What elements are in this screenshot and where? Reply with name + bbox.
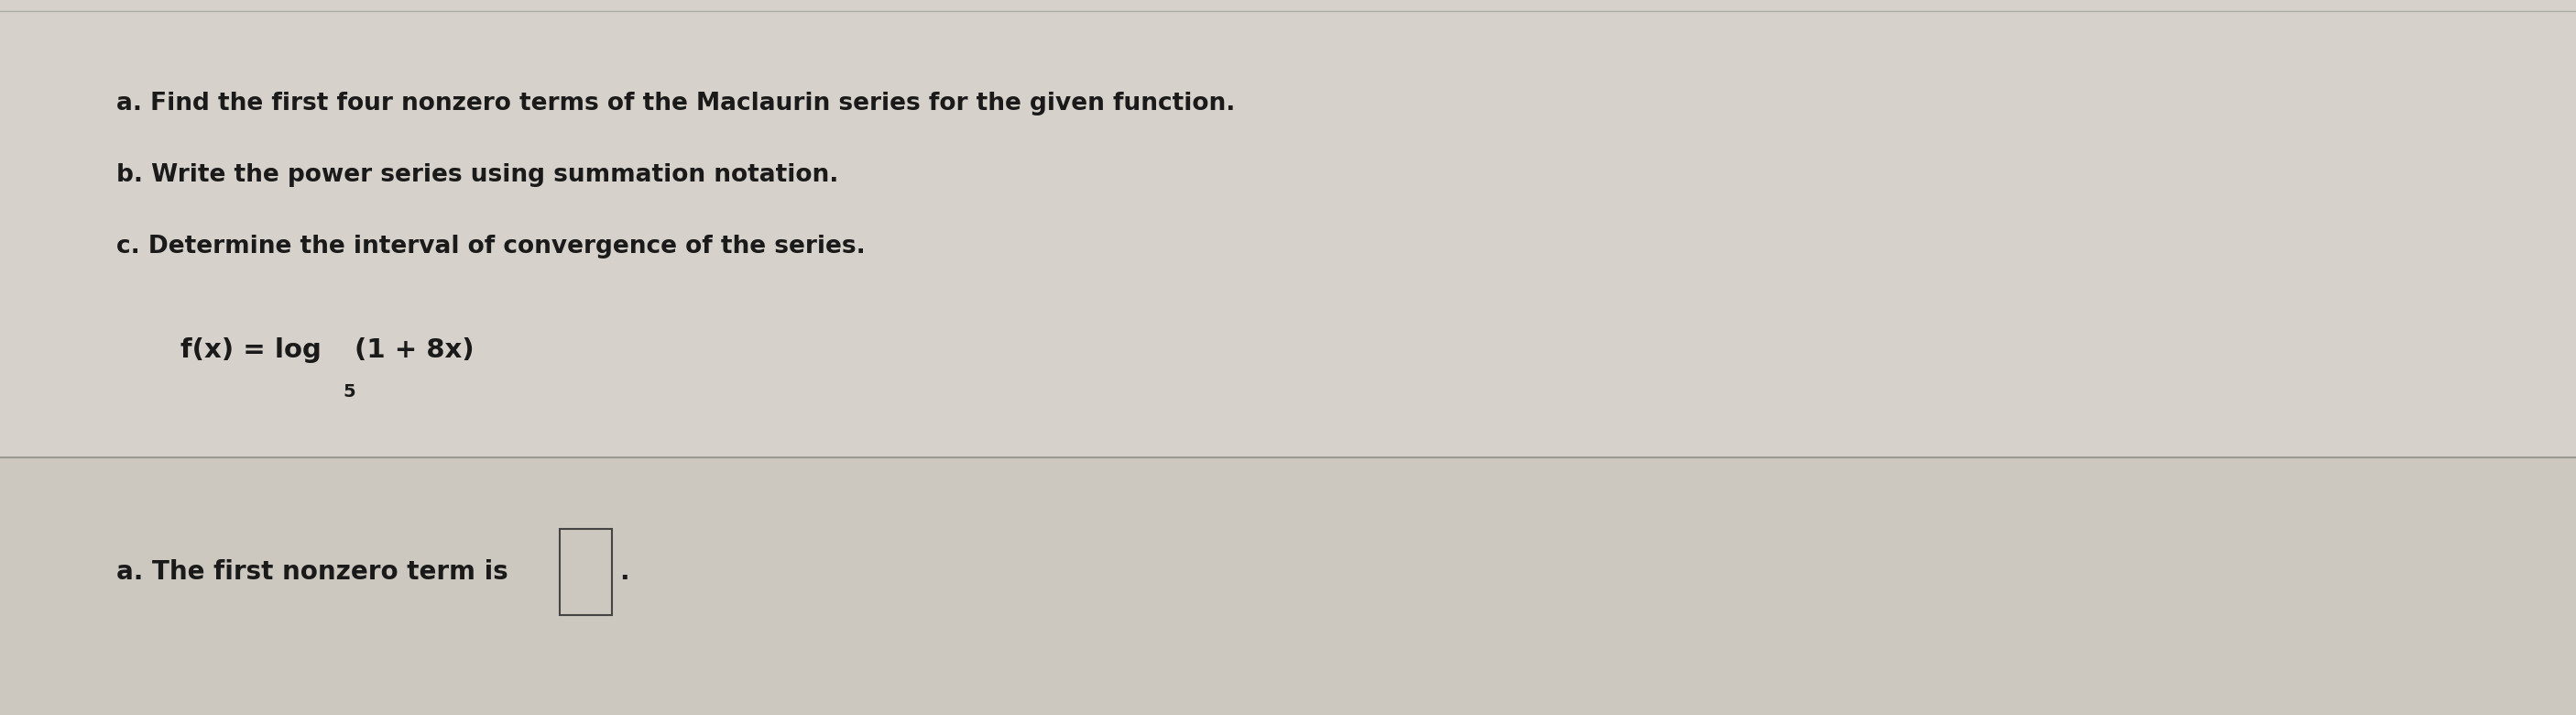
Text: a. The first nonzero term is: a. The first nonzero term is [116, 559, 507, 585]
Text: 5: 5 [343, 383, 355, 400]
Bar [0, 458, 2576, 715]
Bar [0, 0, 2576, 458]
Text: a. Find the first four nonzero terms of the Maclaurin series for the given funct: a. Find the first four nonzero terms of … [116, 92, 1234, 116]
Text: f(x) = log: f(x) = log [180, 337, 322, 363]
Text: c. Determine the interval of convergence of the series.: c. Determine the interval of convergence… [116, 235, 866, 259]
Bar [559, 529, 611, 615]
Text: .: . [618, 559, 629, 585]
Text: b. Write the power series using summation notation.: b. Write the power series using summatio… [116, 163, 837, 187]
Text: (1 + 8x): (1 + 8x) [355, 337, 474, 363]
